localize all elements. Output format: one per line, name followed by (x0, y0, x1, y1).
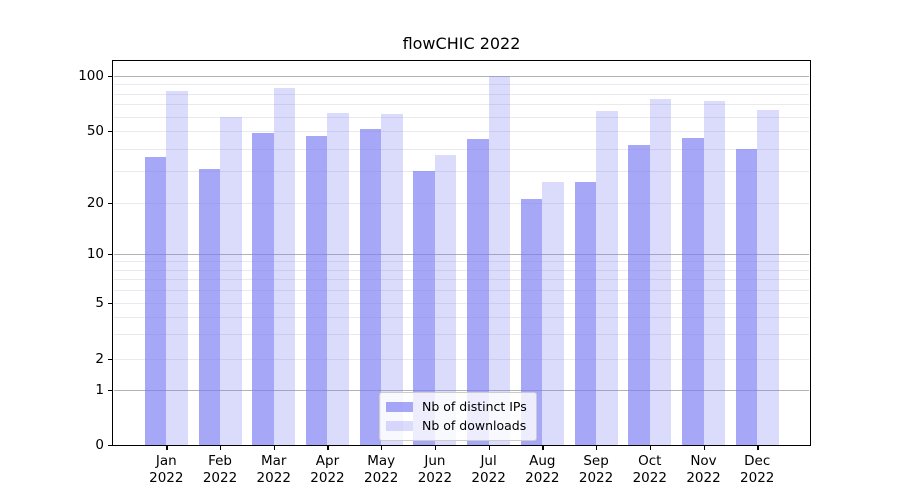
bar-downloads-may (381, 113, 403, 445)
gridline-y-7 (114, 279, 809, 281)
y-tick-100 (108, 76, 112, 78)
bar-downloads-jan (166, 90, 188, 445)
x-tick-label-jun: Jun 2022 (417, 453, 453, 486)
y-tick-label-100: 100 (78, 68, 104, 84)
bar-downloads-dec (757, 110, 779, 445)
bar-downloads-sep (596, 111, 618, 445)
bar-downloads-aug (542, 182, 564, 445)
x-tick-jan (166, 446, 168, 450)
y-tick-10 (108, 254, 112, 256)
y-tick-1 (108, 390, 112, 392)
x-tick-label-dec: Dec 2022 (740, 453, 775, 486)
x-tick-label-apr: Apr 2022 (310, 453, 345, 486)
bar-distinct-ips-feb (198, 168, 221, 445)
x-tick-jul (488, 446, 490, 450)
y-tick-label-1: 1 (95, 382, 104, 398)
gridline-y-8 (114, 269, 809, 271)
y-tick-label-10: 10 (86, 246, 104, 262)
gridline-y-50 (114, 131, 809, 132)
x-tick-mar (273, 446, 276, 450)
y-tick-20 (108, 203, 112, 205)
bar-distinct-ips-may (359, 129, 382, 445)
y-tick-2 (108, 359, 112, 361)
bar-distinct-ips-dec (735, 148, 758, 445)
bar-downloads-nov (703, 100, 725, 445)
bar-downloads-feb (220, 116, 242, 445)
x-tick-label-aug: Aug 2022 (525, 453, 560, 486)
bar-distinct-ips-nov (682, 137, 704, 445)
y-tick-0 (108, 445, 112, 447)
x-tick-label-may: May 2022 (363, 453, 399, 486)
legend-item-distinct-ips: Nb of distinct IPs (386, 397, 527, 416)
bar-distinct-ips-jan (144, 156, 167, 445)
legend: Nb of distinct IPs Nb of downloads (379, 392, 537, 441)
x-tick-label-feb: Feb 2022 (202, 453, 238, 486)
y-tick-label-5: 5 (95, 295, 104, 311)
x-tick-feb (220, 446, 222, 450)
legend-label-downloads: Nb of downloads (422, 418, 527, 433)
x-tick-label-sep: Sep 2022 (578, 453, 614, 486)
gridline-y-6 (114, 290, 809, 292)
y-tick-label-20: 20 (86, 195, 104, 211)
gridline-y-90 (114, 84, 809, 86)
legend-label-distinct-ips: Nb of distinct IPs (422, 399, 527, 414)
y-tick-label-0: 0 (95, 437, 104, 453)
gridline-y-1 (114, 390, 809, 391)
y-tick-label-50: 50 (86, 123, 104, 139)
bar-downloads-apr (327, 112, 349, 445)
y-tick-5 (108, 303, 112, 305)
gridline-y-80 (114, 93, 809, 95)
gridline-y-40 (114, 148, 809, 150)
gridline-y-9 (114, 261, 809, 263)
x-tick-label-jan: Jan 2022 (149, 453, 184, 486)
bar-downloads-jul (488, 76, 511, 445)
gridline-y-5 (114, 303, 809, 304)
x-tick-label-mar: Mar 2022 (256, 453, 291, 486)
legend-swatch-downloads (386, 420, 413, 431)
legend-swatch-distinct-ips (386, 401, 413, 412)
y-tick-label-2: 2 (95, 351, 104, 367)
x-tick-jun (434, 446, 437, 450)
gridline-y-60 (114, 116, 809, 118)
gridline-y-10 (114, 254, 809, 255)
bar-distinct-ips-jul (467, 139, 489, 445)
legend-item-downloads: Nb of downloads (386, 416, 527, 435)
x-tick-aug (542, 446, 544, 450)
x-tick-label-jul: Jul 2022 (471, 453, 506, 486)
x-tick-label-oct: Oct 2022 (632, 453, 667, 486)
gridline-y-100 (114, 76, 809, 77)
y-tick-50 (108, 131, 112, 133)
bar-distinct-ips-sep (574, 182, 597, 445)
chart-title: flowCHIC 2022 (402, 34, 521, 53)
gridline-y-70 (114, 104, 809, 106)
x-tick-nov (703, 446, 705, 450)
x-tick-sep (596, 446, 598, 450)
x-tick-label-nov: Nov 2022 (686, 453, 721, 486)
gridline-y-2 (114, 359, 809, 360)
bar-distinct-ips-jun (413, 171, 435, 445)
bar-distinct-ips-apr (305, 135, 328, 445)
plot-frame (112, 60, 811, 446)
gridline-y-4 (114, 316, 809, 318)
bar-distinct-ips-oct (628, 144, 650, 445)
bar-downloads-jun (434, 154, 457, 445)
bar-distinct-ips-aug (520, 199, 543, 445)
gridline-y-3 (114, 334, 809, 336)
bar-downloads-oct (649, 98, 672, 445)
gridline-y-30 (114, 171, 809, 173)
x-tick-dec (757, 446, 759, 450)
gridline-y-20 (114, 203, 809, 204)
x-tick-oct (649, 446, 652, 450)
x-tick-apr (327, 446, 329, 450)
bar-downloads-mar (273, 87, 296, 445)
bar-distinct-ips-mar (252, 132, 274, 445)
x-tick-may (381, 446, 383, 450)
